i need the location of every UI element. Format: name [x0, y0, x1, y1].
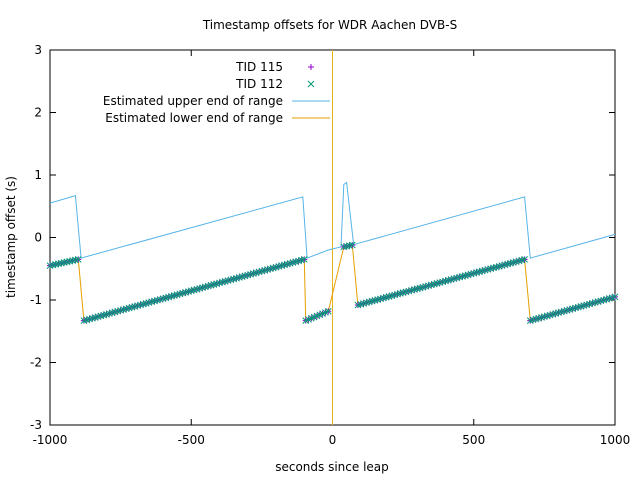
legend-label: TID 115: [235, 60, 283, 74]
series-line: [49, 244, 616, 322]
legend-marker: [308, 64, 314, 70]
legend-marker: [307, 80, 315, 88]
legend: TID 115 TID 112 Estimated upper end of ran…: [103, 60, 330, 125]
y-tick-label: -1: [30, 293, 42, 307]
y-tick-label: 1: [34, 168, 42, 182]
x-tick-label: -1000: [33, 433, 68, 447]
series-line: [49, 181, 616, 259]
y-tick-label: -2: [30, 356, 42, 370]
plot-area: [46, 49, 619, 426]
x-axis-label: seconds since leap: [275, 460, 389, 474]
data-point: [521, 256, 528, 263]
data-point: [348, 241, 356, 249]
y-tick-label: 0: [34, 231, 42, 245]
y-tick-label: 2: [34, 106, 42, 120]
data-point: [324, 307, 332, 315]
data-point: [611, 293, 619, 301]
y-tick-label: -3: [30, 418, 42, 432]
legend-label: Estimated upper end of range: [103, 94, 283, 108]
chart-title: Timestamp offsets for WDR Aachen DVB-S: [202, 18, 457, 32]
legend-label: Estimated lower end of range: [105, 111, 283, 125]
y-axis-label: timestamp offset (s): [4, 176, 18, 298]
x-tick-label: 0: [329, 433, 337, 447]
x-tick-label: 500: [462, 433, 485, 447]
y-tick-label: 3: [34, 43, 42, 57]
x-tick-label: 1000: [600, 433, 631, 447]
x-tick-label: -500: [178, 433, 205, 447]
data-point: [74, 256, 82, 263]
legend-label: TID 112: [235, 77, 283, 91]
data-point: [300, 256, 308, 263]
